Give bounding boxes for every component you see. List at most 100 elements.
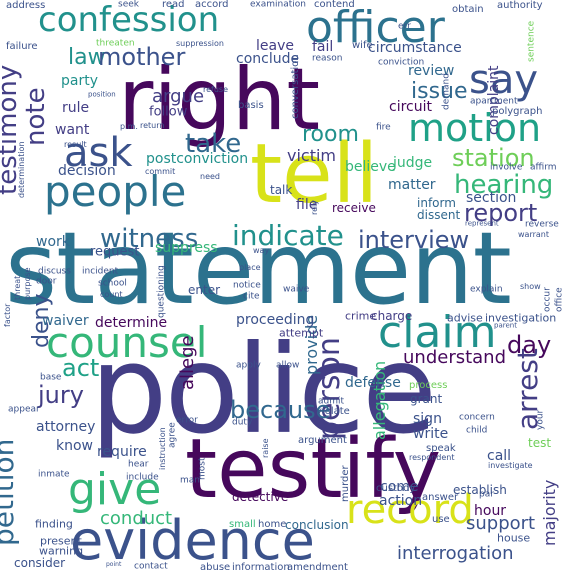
word-attorney: attorney <box>36 419 96 435</box>
word-witness: witness <box>100 224 199 254</box>
word-defense: defense <box>345 375 401 391</box>
word-circuit: circuit <box>389 99 432 115</box>
word-judge: judge <box>393 155 433 171</box>
word-count: count <box>100 290 123 299</box>
word-charge: charge <box>371 309 413 323</box>
word-abuse: abuse <box>200 562 231 573</box>
word-fire: fire <box>376 122 391 133</box>
word-show: show <box>520 282 541 291</box>
word-consider: consider <box>14 556 66 570</box>
word-failure: failure <box>6 41 38 52</box>
word-contact: contact <box>134 561 168 572</box>
word-home: home <box>258 519 287 530</box>
word-fail: fail <box>312 39 334 55</box>
word-test: test <box>528 436 552 450</box>
word-factor: factor <box>3 303 12 327</box>
word-leave: leave <box>256 38 294 54</box>
word-say: say <box>469 57 539 103</box>
word-room: room <box>302 122 359 147</box>
word-conviction: conviction <box>378 57 425 68</box>
word-work: work <box>36 234 70 250</box>
word-refuse: refuse <box>203 85 229 94</box>
word-determination: determination <box>17 141 26 198</box>
word-call: call <box>487 448 512 464</box>
word-detective: detective <box>232 490 289 504</box>
word-investigate: investigate <box>488 461 533 470</box>
word-take: take <box>185 129 242 159</box>
word-interview: interview <box>358 226 470 254</box>
word-warrant: warrant <box>518 230 549 239</box>
word-motion: motion <box>408 106 542 150</box>
word-base: base <box>40 372 62 383</box>
word-majority: majority <box>540 479 559 546</box>
word-ask: ask <box>64 130 133 176</box>
word-position: position <box>88 90 116 99</box>
word-need: need <box>200 172 220 181</box>
word-include: include <box>126 472 159 483</box>
word-appear: appear <box>8 404 40 415</box>
word-involve: involve <box>490 162 523 173</box>
word-represent: represent <box>465 219 499 228</box>
word-allegation: allegation <box>370 360 389 440</box>
word-authority: authority <box>497 0 543 11</box>
word-waiver: waiver <box>42 313 89 329</box>
word-postconviction: postconviction <box>146 151 249 167</box>
word-wife: wife <box>352 40 373 51</box>
word-talk: talk <box>270 183 293 197</box>
word-review: review <box>408 63 455 79</box>
word-circumstance: circumstance <box>368 40 462 56</box>
word-obtain: obtain <box>452 4 484 15</box>
word-small: small <box>229 519 256 530</box>
word-act: act <box>62 354 100 382</box>
word-custody: custody <box>376 483 416 494</box>
word-proceeding: proceeding <box>236 312 315 328</box>
word-place: place <box>239 263 261 272</box>
word-result: result <box>64 140 87 149</box>
word-believe: believe <box>345 159 396 175</box>
word-because: because <box>230 396 331 424</box>
word-hear: hear <box>128 459 149 470</box>
word-sign: sign <box>413 411 442 427</box>
word-rule: rule <box>62 100 90 116</box>
word-threaten: threaten <box>96 38 135 49</box>
word-warning: warning <box>39 544 84 558</box>
word-amendment: amendment <box>287 562 348 573</box>
word-statement: statement <box>5 210 512 327</box>
word-mother: mother <box>98 43 186 71</box>
word-interrogation: interrogation <box>397 543 514 564</box>
word-attempt: attempt <box>279 326 324 340</box>
word-come: come <box>380 479 419 495</box>
word-way: way <box>253 246 270 255</box>
word-p.m.: p.m. <box>120 122 138 131</box>
word-people: people <box>44 167 187 216</box>
word-law: law <box>68 45 106 70</box>
word-child: child <box>466 425 488 436</box>
word-contend: contend <box>314 0 355 10</box>
word-house: house <box>497 531 531 545</box>
word-investigation: investigation <box>485 311 557 325</box>
word-purpose: purpose <box>23 267 32 301</box>
word-man: man <box>180 475 200 486</box>
word-cite: cite <box>243 291 260 302</box>
word-dissent: dissent <box>417 208 461 222</box>
word-right: right <box>118 50 321 150</box>
word-instruction: instruction <box>158 427 167 470</box>
word-seek: seek <box>118 0 139 10</box>
word-reverse: reverse <box>525 219 559 230</box>
word-petition: petition <box>0 438 20 546</box>
word-establish: establish <box>453 483 507 497</box>
word-testify: testify <box>185 422 442 517</box>
word-understand: understand <box>403 347 507 368</box>
word-suppress: suppress <box>155 240 218 256</box>
word-duty: duty <box>232 417 253 428</box>
word-use: use <box>432 514 450 525</box>
word-claim: claim <box>378 307 497 358</box>
word-grant: grant <box>410 392 443 406</box>
word-conversation: conversation <box>290 54 301 119</box>
word-reason: reason <box>312 53 343 64</box>
word-evidence: evidence <box>70 509 315 572</box>
word-concern: concern <box>459 412 495 423</box>
word-inform: inform <box>417 196 456 210</box>
word-parent: parent <box>494 321 517 330</box>
word-conduct: conduct <box>100 508 173 529</box>
